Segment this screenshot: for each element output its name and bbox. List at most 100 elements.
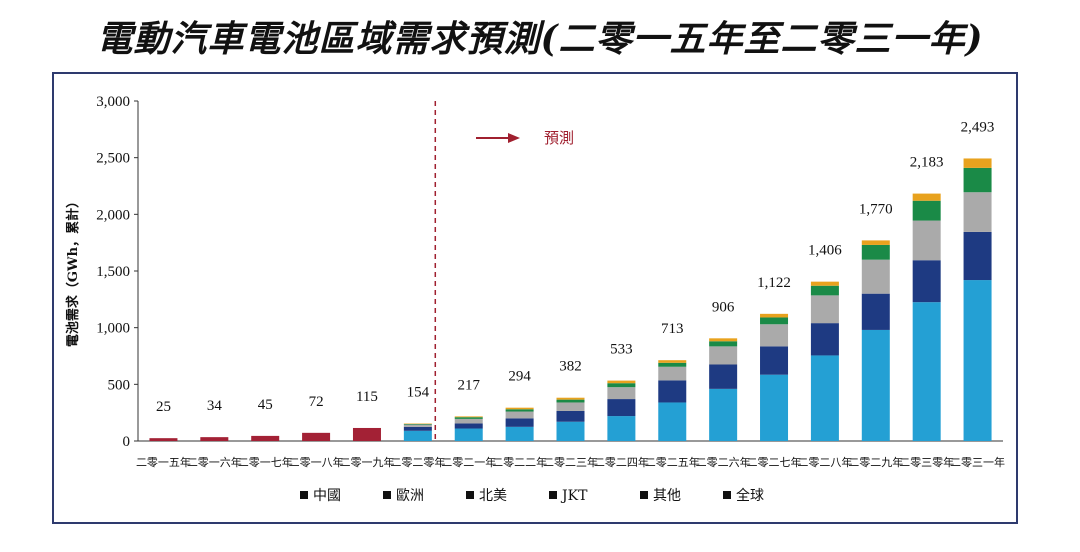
x-tick-label: 二零二二年 <box>492 455 547 469</box>
bars <box>149 158 992 441</box>
bar-segment-0 <box>556 421 585 441</box>
forecast-arrow-head <box>508 133 520 143</box>
bar-segment-0 <box>403 430 432 441</box>
total-label: 25 <box>156 399 171 415</box>
x-tick-label: 二零三一年 <box>950 455 1005 469</box>
total-label: 154 <box>407 385 430 401</box>
bar-segment-3 <box>912 200 941 221</box>
legend-label: JKT <box>560 488 588 504</box>
forecast-label: 預測 <box>544 129 574 147</box>
total-label: 2,493 <box>961 119 995 135</box>
bar-segment-3 <box>505 409 534 412</box>
total-label: 294 <box>508 369 531 385</box>
bar-segment-4 <box>709 338 738 342</box>
bar-segment-0 <box>454 428 483 441</box>
x-tick-label: 二零一七年 <box>238 455 293 469</box>
bar-segment-1 <box>658 380 687 403</box>
bar-segment-5 <box>251 435 280 441</box>
y-tick-label: 500 <box>108 377 131 393</box>
legend-swatch <box>466 491 474 499</box>
bar-segment-1 <box>760 346 789 375</box>
bar-segment-4 <box>505 407 534 410</box>
bar-segment-4 <box>810 281 839 286</box>
bar-segment-4 <box>760 313 789 318</box>
x-tick-label: 二零二八年 <box>797 455 852 469</box>
bar-segment-0 <box>963 280 992 441</box>
bar-segment-3 <box>861 244 890 260</box>
bar-segment-1 <box>505 418 534 427</box>
total-label: 1,122 <box>757 275 791 291</box>
x-tick-label: 二零二零年 <box>390 455 445 469</box>
bar-segment-4 <box>912 193 941 201</box>
y-tick-label: 3,000 <box>96 94 130 110</box>
total-label: 217 <box>457 377 480 393</box>
total-label: 1,770 <box>859 201 893 217</box>
x-tick-label: 二零一六年 <box>187 455 242 469</box>
bar-segment-0 <box>658 402 687 441</box>
x-tick-label: 二零二一年 <box>441 455 496 469</box>
total-label: 34 <box>207 398 223 414</box>
bar-segment-1 <box>861 293 890 330</box>
bar-segment-2 <box>658 366 687 381</box>
legend-swatch <box>640 491 648 499</box>
bar-segment-5 <box>302 432 331 441</box>
bar-segment-2 <box>556 402 585 411</box>
bar-segment-0 <box>607 416 636 441</box>
bar-segment-4 <box>963 158 992 168</box>
bar-segment-1 <box>963 231 992 281</box>
bar-segment-3 <box>403 424 432 425</box>
total-label: 2,183 <box>910 155 944 171</box>
bar-segment-3 <box>709 341 738 347</box>
total-label: 906 <box>712 299 735 315</box>
bar-segment-1 <box>454 423 483 429</box>
bar-segment-4 <box>556 397 585 400</box>
legend-label: 北美 <box>479 488 507 504</box>
bar-segment-3 <box>658 362 687 367</box>
bar-segment-2 <box>454 418 483 424</box>
bar-segment-0 <box>810 355 839 441</box>
total-label: 115 <box>356 389 378 405</box>
bar-segment-3 <box>810 285 839 296</box>
x-tick-label: 二零二六年 <box>696 455 751 469</box>
bar-segment-0 <box>861 329 890 441</box>
forecast-annotation: 預測 <box>476 129 574 147</box>
bar-segment-2 <box>912 220 941 261</box>
bar-segment-3 <box>607 383 636 388</box>
bar-segment-4 <box>861 240 890 245</box>
bar-segment-1 <box>912 260 941 303</box>
bar-segment-1 <box>709 364 738 389</box>
bar-segment-5 <box>352 427 381 441</box>
x-tick-label: 二零三零年 <box>899 455 954 469</box>
bar-segment-3 <box>963 167 992 193</box>
bar-segment-0 <box>709 388 738 441</box>
chart-frame <box>52 72 1018 524</box>
y-tick-label: 1,000 <box>96 321 130 337</box>
y-tick-label: 2,500 <box>96 151 130 167</box>
legend-label: 歐洲 <box>396 488 424 504</box>
bar-segment-4 <box>607 380 636 384</box>
bar-segment-0 <box>505 426 534 441</box>
total-label: 713 <box>661 321 684 337</box>
total-label: 533 <box>610 342 633 358</box>
bar-segment-1 <box>556 410 585 422</box>
x-tick-label: 二零一九年 <box>339 455 394 469</box>
x-tick-label: 二零二四年 <box>594 455 649 469</box>
bar-segment-5 <box>149 438 178 441</box>
bar-segment-1 <box>403 426 432 431</box>
total-label: 382 <box>559 359 582 375</box>
bar-segment-1 <box>607 399 636 417</box>
bar-segment-2 <box>607 387 636 400</box>
legend: 中國 歐洲 北美 JKT 其他 全球 <box>300 487 764 504</box>
legend-swatch <box>300 491 308 499</box>
bar-segment-3 <box>454 417 483 419</box>
chart-title: 電動汽車電池區域需求預測(二零一五年至二零三一年) <box>96 18 984 60</box>
bar-segment-2 <box>760 324 789 347</box>
bar-segment-2 <box>403 424 432 427</box>
bar-segment-3 <box>556 399 585 403</box>
x-tick-label: 二零二七年 <box>747 455 802 469</box>
bar-segment-5 <box>200 437 229 441</box>
legend-label: 中國 <box>313 488 341 504</box>
y-tick-label: 0 <box>123 434 131 450</box>
total-label: 72 <box>309 394 324 410</box>
